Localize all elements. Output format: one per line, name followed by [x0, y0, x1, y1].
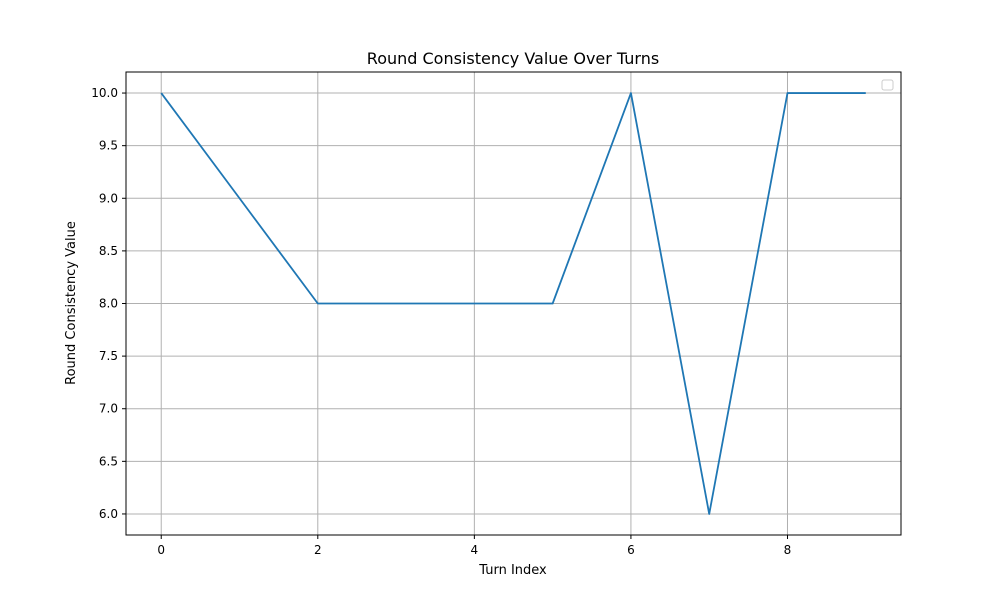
y-axis-label: Round Consistency Value [64, 221, 79, 385]
y-tick-label: 8.5 [99, 244, 118, 258]
x-axis-ticks: 0 2 4 6 8 [157, 535, 791, 557]
y-tick-label: 9.5 [99, 139, 118, 153]
x-tick-label: 4 [471, 543, 479, 557]
y-tick-label: 8.0 [99, 297, 118, 311]
y-axis-ticks: 6.0 6.5 7.0 7.5 8.0 8.5 9.0 9.5 10.0 [91, 86, 126, 521]
legend-box [882, 80, 893, 90]
y-tick-label: 10.0 [91, 86, 118, 100]
x-tick-label: 6 [627, 543, 635, 557]
y-tick-label: 6.5 [99, 454, 118, 468]
y-tick-label: 6.0 [99, 507, 118, 521]
chart-title: Round Consistency Value Over Turns [367, 49, 659, 68]
x-tick-label: 0 [157, 543, 165, 557]
y-tick-label: 7.5 [99, 349, 118, 363]
x-tick-label: 8 [784, 543, 792, 557]
x-axis-label: Turn Index [478, 563, 547, 578]
y-tick-label: 9.0 [99, 191, 118, 205]
x-tick-label: 2 [314, 543, 322, 557]
y-tick-label: 7.0 [99, 402, 118, 416]
